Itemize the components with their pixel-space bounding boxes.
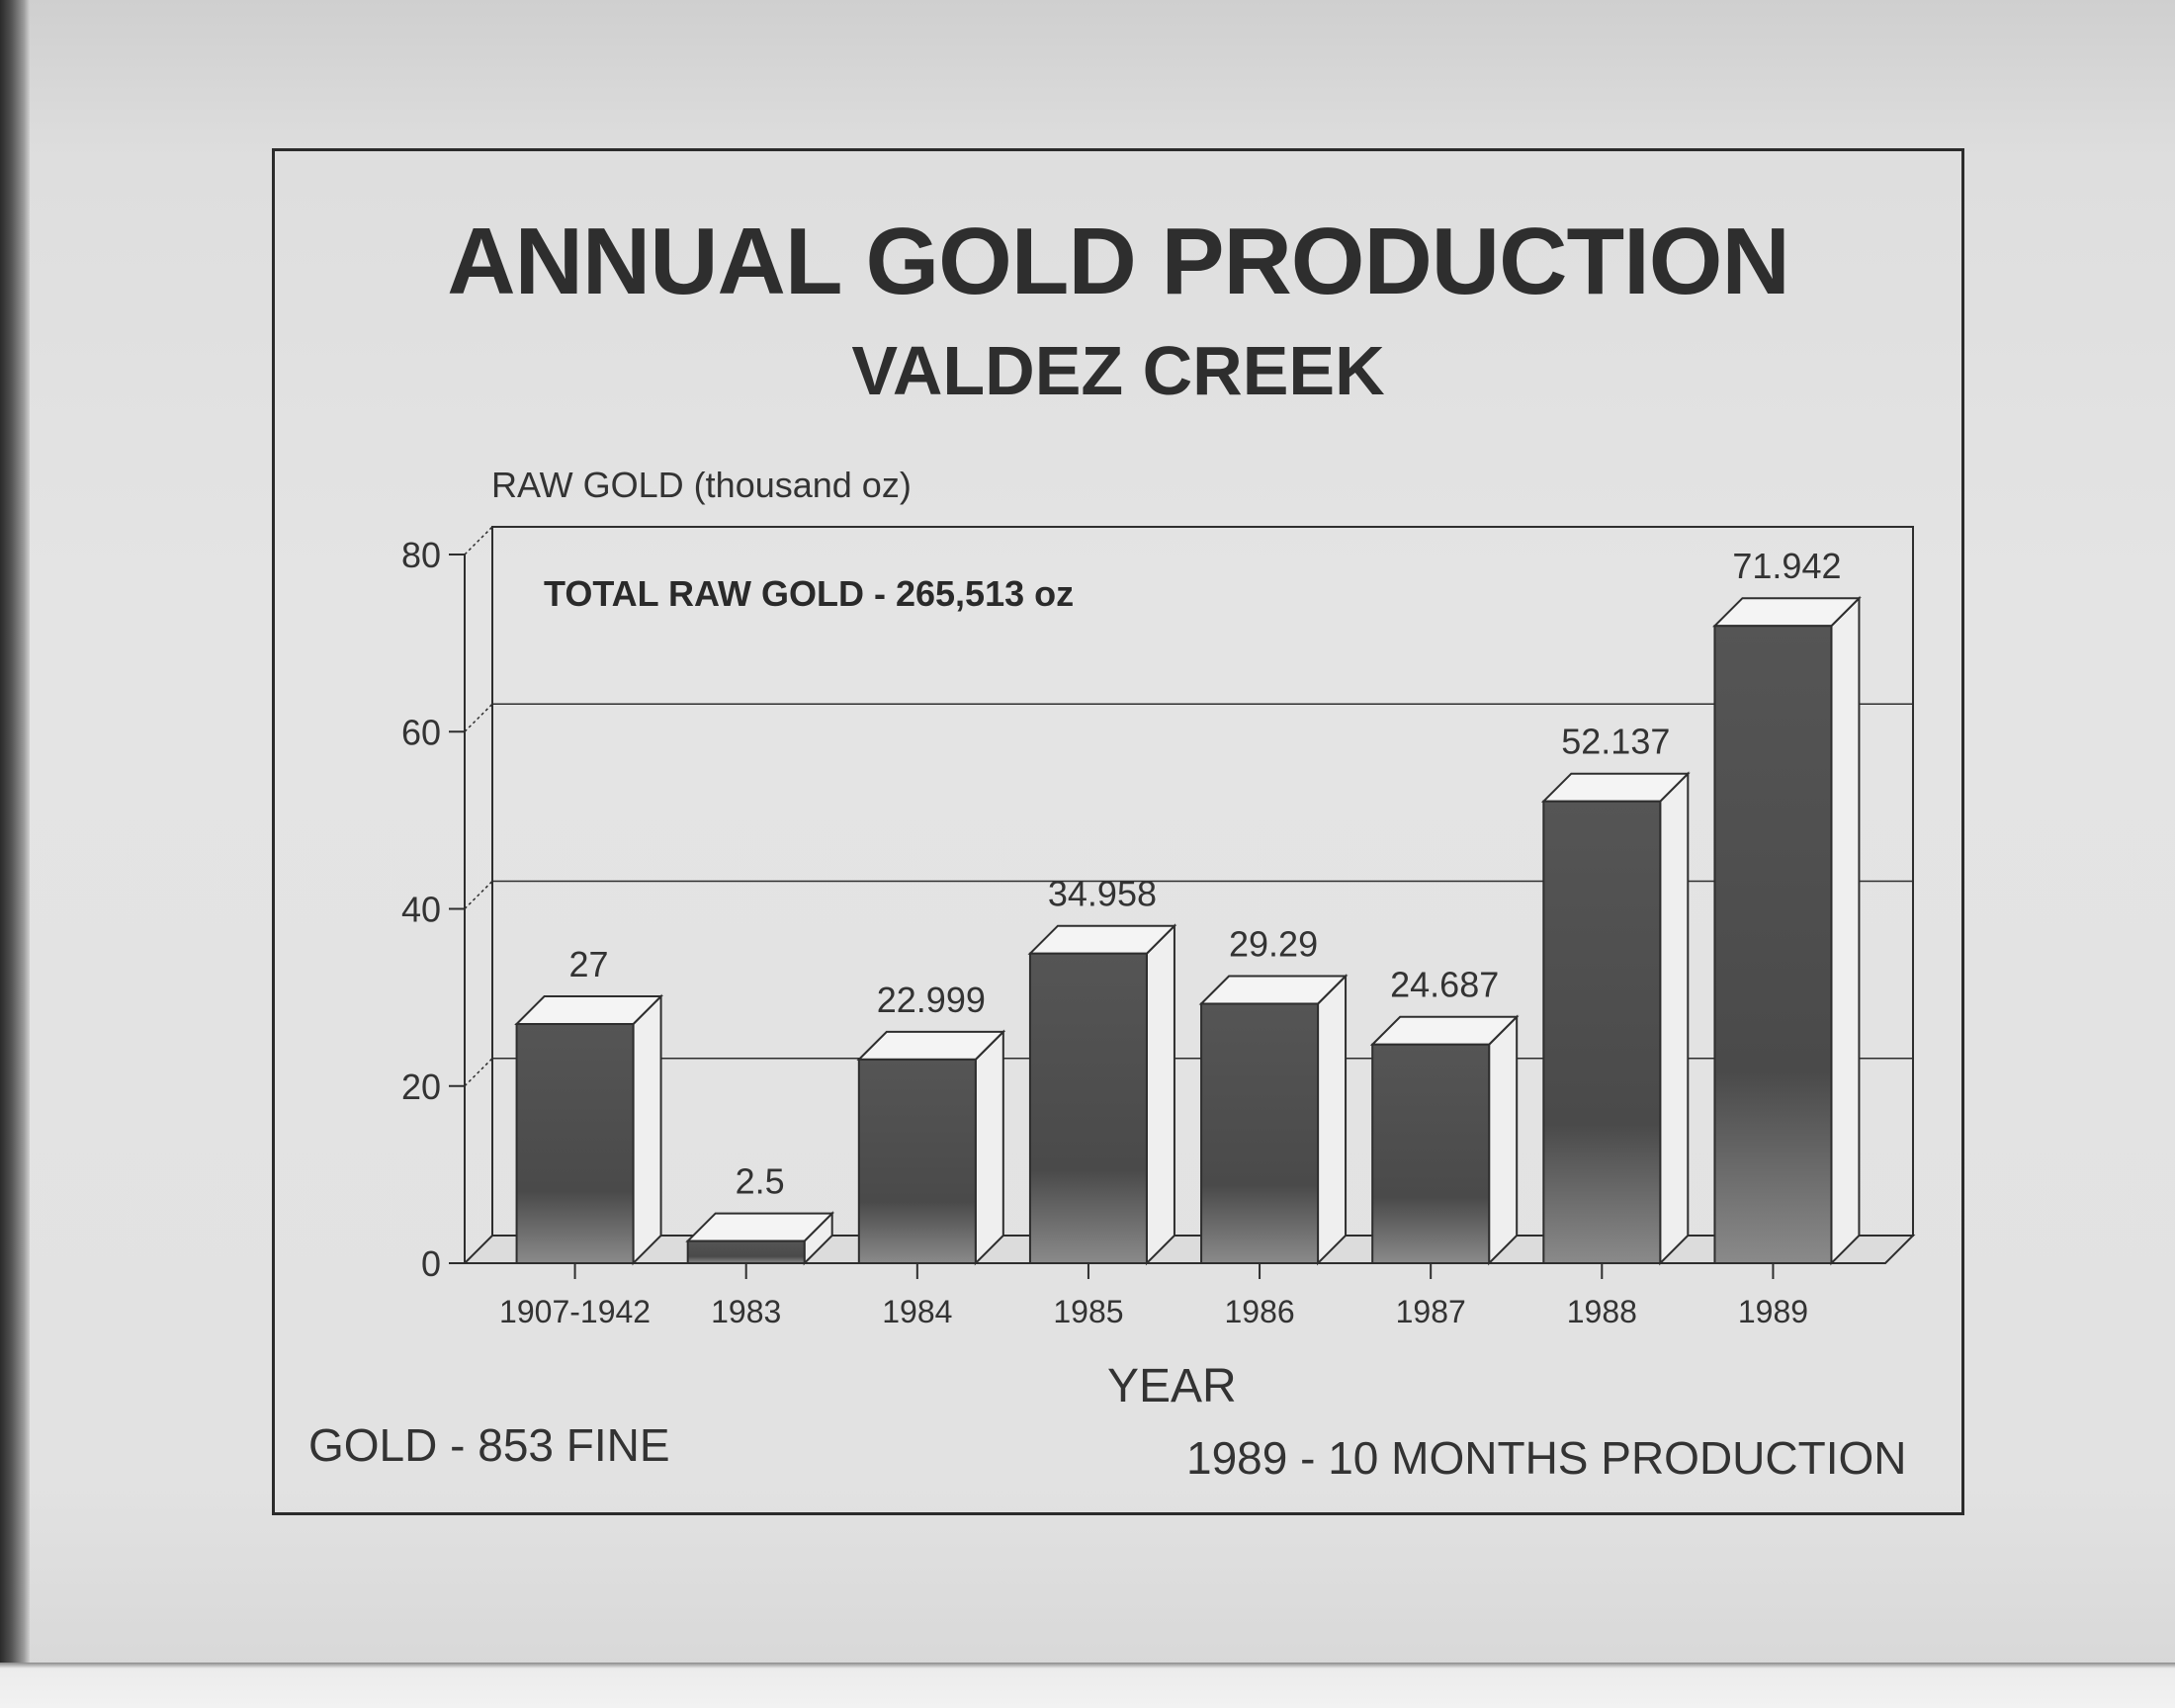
bar-value-label: 52.137 bbox=[1561, 722, 1670, 762]
bar bbox=[515, 1023, 635, 1264]
bar-value-label: 2.5 bbox=[736, 1161, 785, 1202]
x-tick-label: 1983 bbox=[711, 1294, 781, 1329]
plot-floor bbox=[462, 1235, 1916, 1264]
bar-value-label: 71.942 bbox=[1732, 546, 1841, 586]
depth-connector bbox=[464, 880, 493, 910]
bar-value-label: 22.999 bbox=[877, 980, 986, 1020]
bar-side bbox=[1830, 595, 1861, 1266]
x-tick-label: 1985 bbox=[1053, 1294, 1123, 1329]
x-tick-label: 1984 bbox=[882, 1294, 952, 1329]
bar-side bbox=[632, 993, 662, 1266]
total-annotation: TOTAL RAW GOLD - 265,513 oz bbox=[544, 573, 1075, 614]
y-axis-label: RAW GOLD (thousand oz) bbox=[491, 465, 912, 505]
depth-connector bbox=[464, 703, 493, 732]
chart-subtitle: VALDEZ CREEK bbox=[851, 332, 1385, 409]
x-tick-label: 1988 bbox=[1567, 1294, 1637, 1329]
bar bbox=[857, 1058, 977, 1264]
bar bbox=[686, 1239, 806, 1264]
bar bbox=[1713, 625, 1833, 1264]
bar-value-label: 24.687 bbox=[1390, 965, 1499, 1005]
bar-value-label: 27 bbox=[569, 944, 609, 984]
bar-side bbox=[974, 1029, 1004, 1266]
chart-frame bbox=[272, 148, 1964, 1515]
y-tick-label: 60 bbox=[401, 712, 441, 752]
note-fineness: GOLD - 853 FINE bbox=[308, 1419, 670, 1471]
depth-connector bbox=[464, 526, 493, 555]
y-tick-label: 40 bbox=[401, 890, 441, 930]
x-axis-label: YEAR bbox=[1107, 1360, 1237, 1412]
y-tick-label: 0 bbox=[421, 1243, 441, 1284]
bar bbox=[1200, 1002, 1320, 1265]
bar bbox=[1028, 952, 1148, 1264]
chart-title: ANNUAL GOLD PRODUCTION bbox=[447, 209, 1790, 314]
y-tick-label: 80 bbox=[401, 535, 441, 575]
page-bottom-edge bbox=[0, 1663, 2175, 1708]
bar-value-label: 29.29 bbox=[1229, 923, 1318, 964]
bar bbox=[1542, 800, 1662, 1264]
note-partial-year: 1989 - 10 MONTHS PRODUCTION bbox=[1186, 1432, 1907, 1484]
y-tick-label: 20 bbox=[401, 1067, 441, 1107]
x-tick-label: 1907-1942 bbox=[499, 1294, 651, 1329]
bar-value-label: 34.958 bbox=[1048, 874, 1157, 914]
bar-side bbox=[1317, 974, 1348, 1266]
bar-side bbox=[1488, 1014, 1519, 1266]
bar-side bbox=[1145, 923, 1175, 1266]
bar-side bbox=[1659, 771, 1690, 1266]
x-tick-label: 1989 bbox=[1738, 1294, 1808, 1329]
depth-connector bbox=[464, 1058, 493, 1087]
binding-edge bbox=[0, 0, 30, 1708]
bar bbox=[1371, 1043, 1491, 1265]
x-tick-label: 1986 bbox=[1224, 1294, 1294, 1329]
x-tick-label: 1987 bbox=[1396, 1294, 1466, 1329]
